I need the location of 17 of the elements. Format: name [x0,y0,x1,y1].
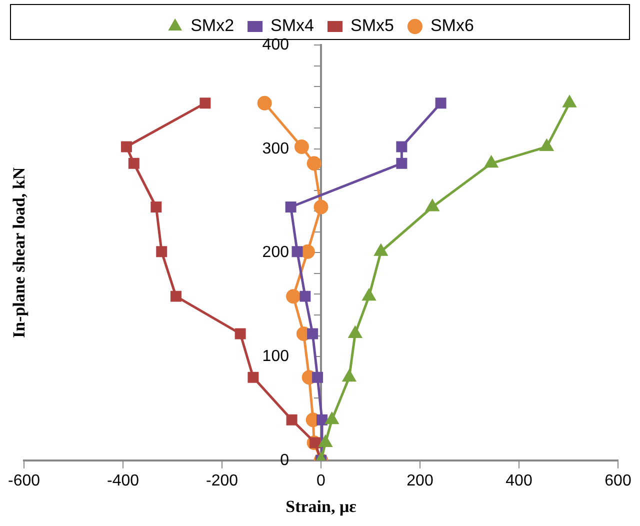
x-tick-label: 0 [316,472,326,490]
y-axis-title: In-plane shear load, kN [9,166,28,338]
legend-label: SMx5 [350,16,394,36]
x-tick-label: 200 [406,472,434,490]
legend-label: SMx4 [270,16,314,36]
legend-label: SMx2 [190,16,234,36]
y-tick-label: 300 [262,140,290,158]
y-tick-label: 200 [262,244,290,262]
y-tick-label: 0 [280,452,290,469]
x-tick-label: 400 [506,472,532,490]
x-tick-label: -600 [8,472,40,490]
x-tick-label: -400 [106,472,140,490]
x-axis-title: Strain, με [286,497,356,516]
x-tick-label: 600 [604,472,632,490]
y-tick-label: 100 [262,348,290,365]
x-tick-label: -200 [206,472,238,490]
legend-label: SMx6 [430,16,474,36]
